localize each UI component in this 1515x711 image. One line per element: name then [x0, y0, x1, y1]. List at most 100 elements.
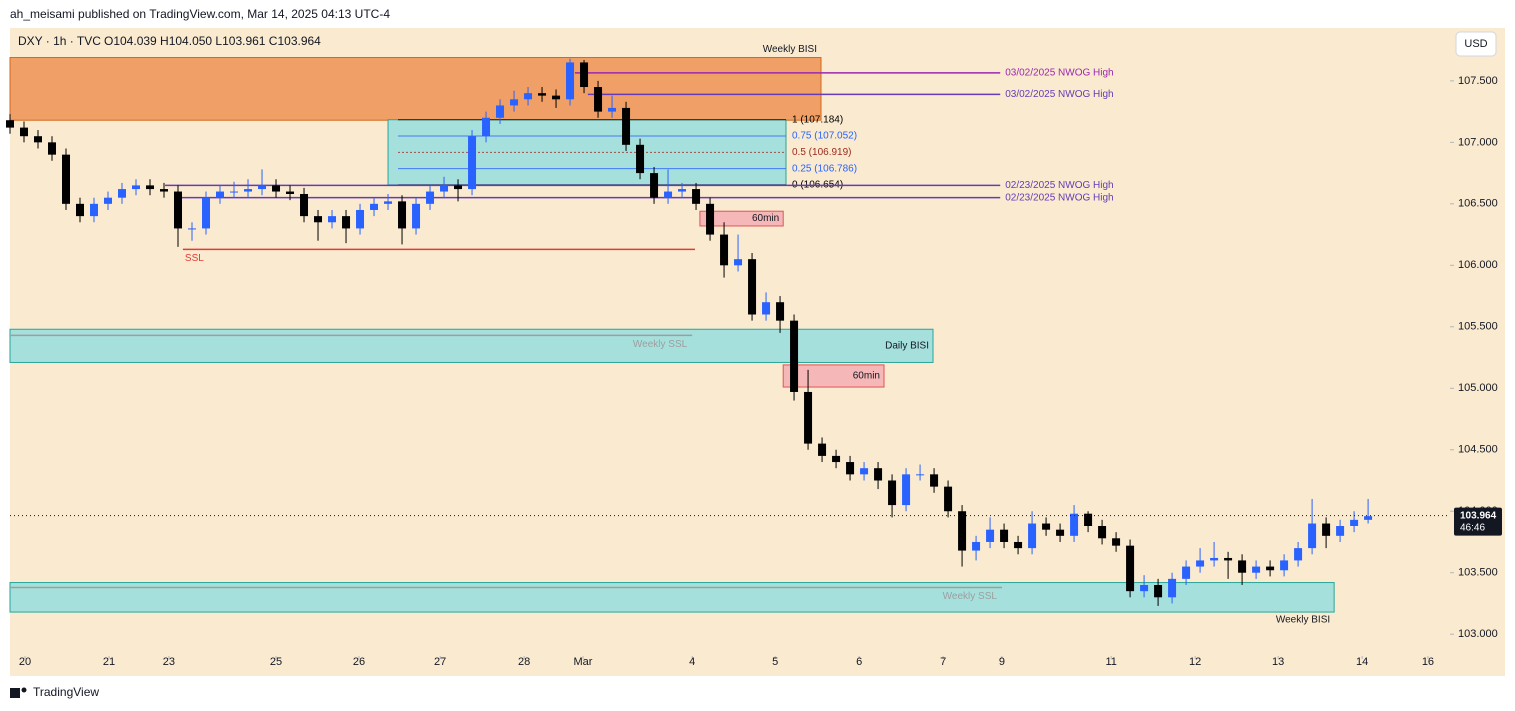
x-tick-label: 7 — [940, 656, 946, 668]
candle-body — [188, 228, 197, 230]
candle-body — [62, 154, 71, 204]
candle-body — [874, 468, 883, 481]
candle-body — [930, 474, 939, 487]
fib-label: 0.5 (106.919) — [792, 147, 852, 158]
candle-body — [986, 529, 995, 542]
level-label: 02/23/2025 NWOG High — [1005, 180, 1113, 191]
y-tick-label: 105.000 — [1458, 382, 1498, 394]
candle-body — [1266, 566, 1275, 571]
candle-body — [1154, 585, 1163, 598]
candle-body — [776, 302, 785, 321]
y-tick-label: 103.500 — [1458, 567, 1498, 579]
currency[interactable]: USD — [1464, 38, 1487, 50]
candle-body — [1070, 513, 1079, 536]
candle-body — [1224, 557, 1233, 561]
last-price-tag — [1454, 507, 1502, 536]
candle-body — [1084, 513, 1093, 526]
candle-body — [832, 455, 841, 463]
candle-body — [692, 189, 701, 204]
candle-body — [972, 541, 981, 551]
candle-body — [636, 144, 645, 174]
candle-body — [370, 203, 379, 210]
candle-body — [1322, 523, 1331, 536]
candle-body — [1056, 529, 1065, 536]
y-tick-label: 104.500 — [1458, 444, 1498, 456]
candle-body — [748, 259, 757, 315]
candle-body — [1252, 566, 1261, 573]
y-tick-label: 107.000 — [1458, 136, 1498, 148]
level-label: Weekly SSL — [633, 339, 688, 350]
candle-body — [1126, 545, 1135, 592]
candle-body — [566, 62, 575, 100]
currency-button[interactable] — [1455, 31, 1497, 57]
candle-body — [1182, 566, 1191, 579]
candle-body — [356, 209, 365, 229]
x-tick-label: 9 — [999, 656, 1005, 668]
candle-body — [328, 216, 337, 223]
candle-body — [258, 185, 267, 190]
candle-body — [230, 191, 239, 193]
candle-body — [1308, 523, 1317, 549]
last-price: 103.964 — [1460, 510, 1497, 521]
candle-body — [650, 173, 659, 198]
x-tick-label: 25 — [270, 656, 282, 668]
candle-body — [510, 99, 519, 106]
candle-body — [76, 203, 85, 217]
x-tick-label: 20 — [19, 656, 31, 668]
candle-body — [1014, 541, 1023, 549]
candle-body — [1140, 585, 1149, 592]
candle-body — [1294, 548, 1303, 561]
candle-body — [1000, 529, 1009, 542]
plot: 103.000103.500104.000104.500105.000105.5… — [6, 44, 1502, 668]
x-tick-label: 6 — [856, 656, 862, 668]
candle-body — [34, 136, 43, 143]
candle-body — [174, 191, 183, 229]
candle-body — [216, 191, 225, 198]
zone-label: Weekly BISI — [1276, 615, 1330, 626]
candle-body — [440, 185, 449, 192]
candle-body — [580, 62, 589, 88]
candle-body — [1196, 560, 1205, 567]
y-tick-label: 105.500 — [1458, 321, 1498, 333]
candle-body — [272, 185, 281, 192]
y-tick-label: 107.500 — [1458, 75, 1498, 87]
level-label: SSL — [185, 253, 204, 264]
candle-body — [888, 480, 897, 506]
candle-body — [1112, 538, 1121, 546]
countdown: 46:46 — [1460, 522, 1485, 533]
candle-body — [524, 93, 533, 100]
x-tick-label: Mar — [574, 656, 593, 668]
candle-body — [300, 193, 309, 217]
x-tick-label: 13 — [1272, 656, 1284, 668]
candle-body — [1350, 519, 1359, 526]
candle-body — [496, 105, 505, 118]
candle-body — [1336, 525, 1345, 536]
level-label: 03/02/2025 NWOG High — [1005, 89, 1113, 100]
candle-body — [104, 197, 113, 204]
candle-body — [622, 107, 631, 145]
candle-body — [20, 127, 29, 137]
zone — [699, 210, 784, 227]
candle-body — [804, 391, 813, 444]
candle-body — [706, 203, 715, 235]
candle-body — [552, 95, 561, 100]
candle-body — [482, 117, 491, 137]
candle-body — [6, 120, 14, 128]
x-tick-label: 11 — [1105, 656, 1116, 668]
candle-body — [818, 443, 827, 456]
candle-body — [944, 486, 953, 512]
candle-body — [1238, 560, 1247, 573]
x-tick-label: 4 — [689, 656, 695, 668]
level-label: 03/02/2025 NWOG High — [1005, 68, 1113, 79]
candle-body — [1168, 578, 1177, 598]
candle-body — [762, 302, 771, 315]
candle-body — [958, 511, 967, 551]
fib-label: 1 (107.184) — [792, 114, 843, 125]
x-tick-label: 21 — [103, 656, 115, 668]
candle-body — [790, 320, 799, 392]
candle-body — [720, 234, 729, 266]
candle-body — [426, 191, 435, 204]
x-tick-label: 28 — [518, 656, 530, 668]
candle-body — [342, 216, 351, 229]
